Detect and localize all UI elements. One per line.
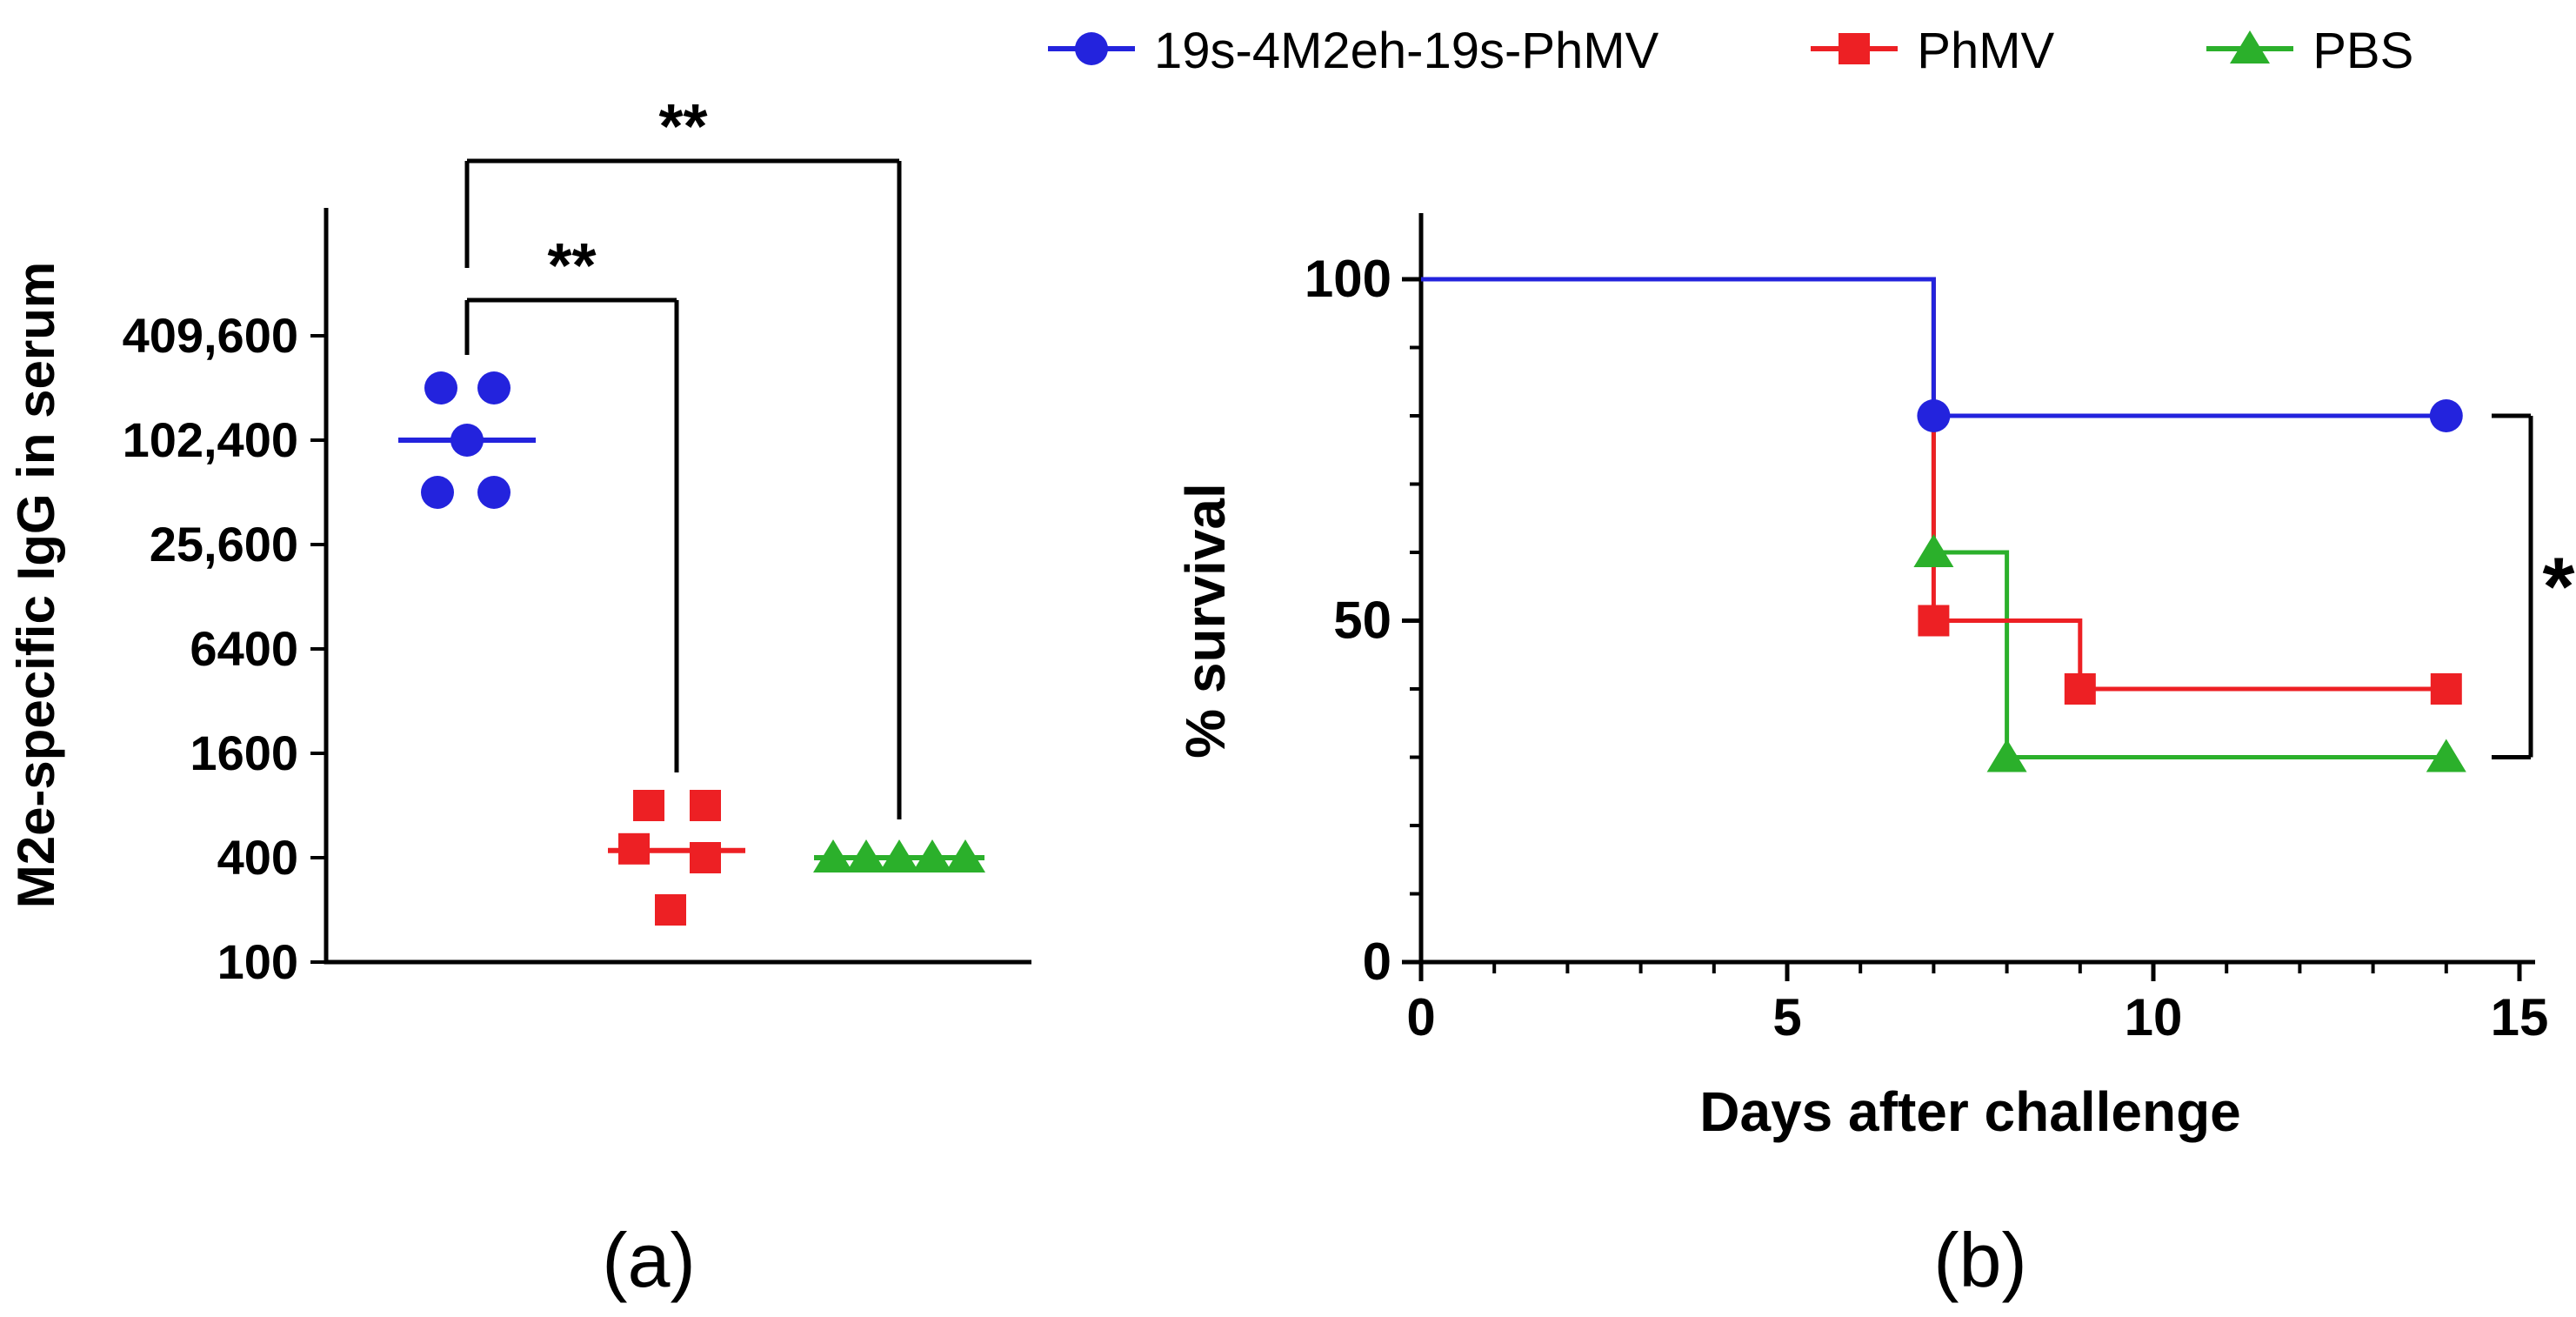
y-tick-label: 6400 (190, 621, 298, 676)
scatter-point (477, 476, 511, 509)
significance-label: ** (547, 231, 596, 301)
significance-label: ** (658, 92, 707, 162)
scatter-point (618, 832, 650, 865)
survival-marker (2429, 399, 2463, 432)
scatter-point (655, 894, 686, 926)
legend-item-pbs: PBS (2206, 16, 2413, 86)
x-tick-label: 15 (2491, 988, 2549, 1046)
scatter-point (879, 839, 919, 872)
x-tick-label: 0 (1406, 988, 1435, 1046)
square-marker-icon (1811, 33, 1899, 64)
scatter-point (690, 790, 721, 821)
square-marker-icon (1839, 33, 1871, 64)
survival-marker (2430, 673, 2462, 705)
x-axis-title: Days after challenge (1699, 1080, 2241, 1143)
y-tick-label: 100 (217, 934, 298, 989)
survival-marker (2426, 739, 2466, 772)
y-tick-label: 1600 (190, 725, 298, 780)
y-tick-label: 409,600 (123, 308, 298, 363)
triangle-marker-icon (2206, 30, 2294, 64)
legend-label: PhMV (1917, 22, 2055, 79)
legend-item-vaccine: 19s-4M2eh-19s-PhMV (1048, 16, 1658, 86)
square-marker-icon (1811, 16, 1899, 86)
y-axis-title: M2e-specific IgG in serum (7, 262, 65, 909)
scatter-point (813, 839, 853, 872)
legend-label: PBS (2312, 22, 2414, 79)
survival-marker (1917, 399, 1951, 432)
panel-b-label: (b) (1933, 1217, 2027, 1303)
scatter-point (690, 842, 721, 873)
scatter-point (424, 371, 457, 404)
scatter-point (945, 839, 985, 872)
y-tick-label: 25,600 (150, 517, 298, 572)
circle-marker-icon (1048, 16, 1135, 86)
survival-step-line (1421, 277, 2446, 418)
panel-a-label: (a) (602, 1217, 696, 1303)
legend: 19s-4M2eh-19s-PhMV PhMV PBS (1048, 16, 2413, 86)
scatter-point (912, 839, 952, 872)
survival-marker (1986, 739, 2027, 772)
x-tick-label: 10 (2125, 988, 2183, 1046)
x-tick-label: 5 (1772, 988, 1801, 1046)
circle-marker-icon (1048, 32, 1135, 65)
circle-marker-icon (1075, 32, 1108, 65)
y-tick-label: 50 (1333, 592, 1391, 650)
triangle-marker-icon (2206, 16, 2294, 86)
igg-scatter-panel: 100 400 1600 6400 25,600 102,400 409,600 M2e-sp… (7, 92, 1031, 989)
y-tick-label: 102,400 (123, 412, 298, 467)
y-axis-title: % survival (1174, 483, 1237, 759)
y-tick-label: 400 (217, 830, 298, 885)
triangle-marker-icon (2230, 30, 2271, 64)
survival-marker (2064, 673, 2096, 705)
y-tick-label: 0 (1363, 933, 1391, 991)
y-tick-label: 100 (1305, 250, 1391, 308)
survival-marker (1913, 534, 1954, 567)
scatter-point (477, 371, 511, 404)
scatter-point (633, 790, 664, 821)
significance-label: * (2543, 540, 2575, 632)
scatter-point (846, 839, 886, 872)
legend-item-phmv: PhMV (1811, 16, 2054, 86)
legend-label: 19s-4M2eh-19s-PhMV (1154, 22, 1659, 79)
scatter-point (450, 424, 484, 457)
scatter-point (421, 476, 454, 509)
survival-marker (1918, 605, 1950, 637)
survival-curve-panel: 0 5 10 15 0 50 100 Days after challenge % surviv… (1174, 213, 2575, 1143)
